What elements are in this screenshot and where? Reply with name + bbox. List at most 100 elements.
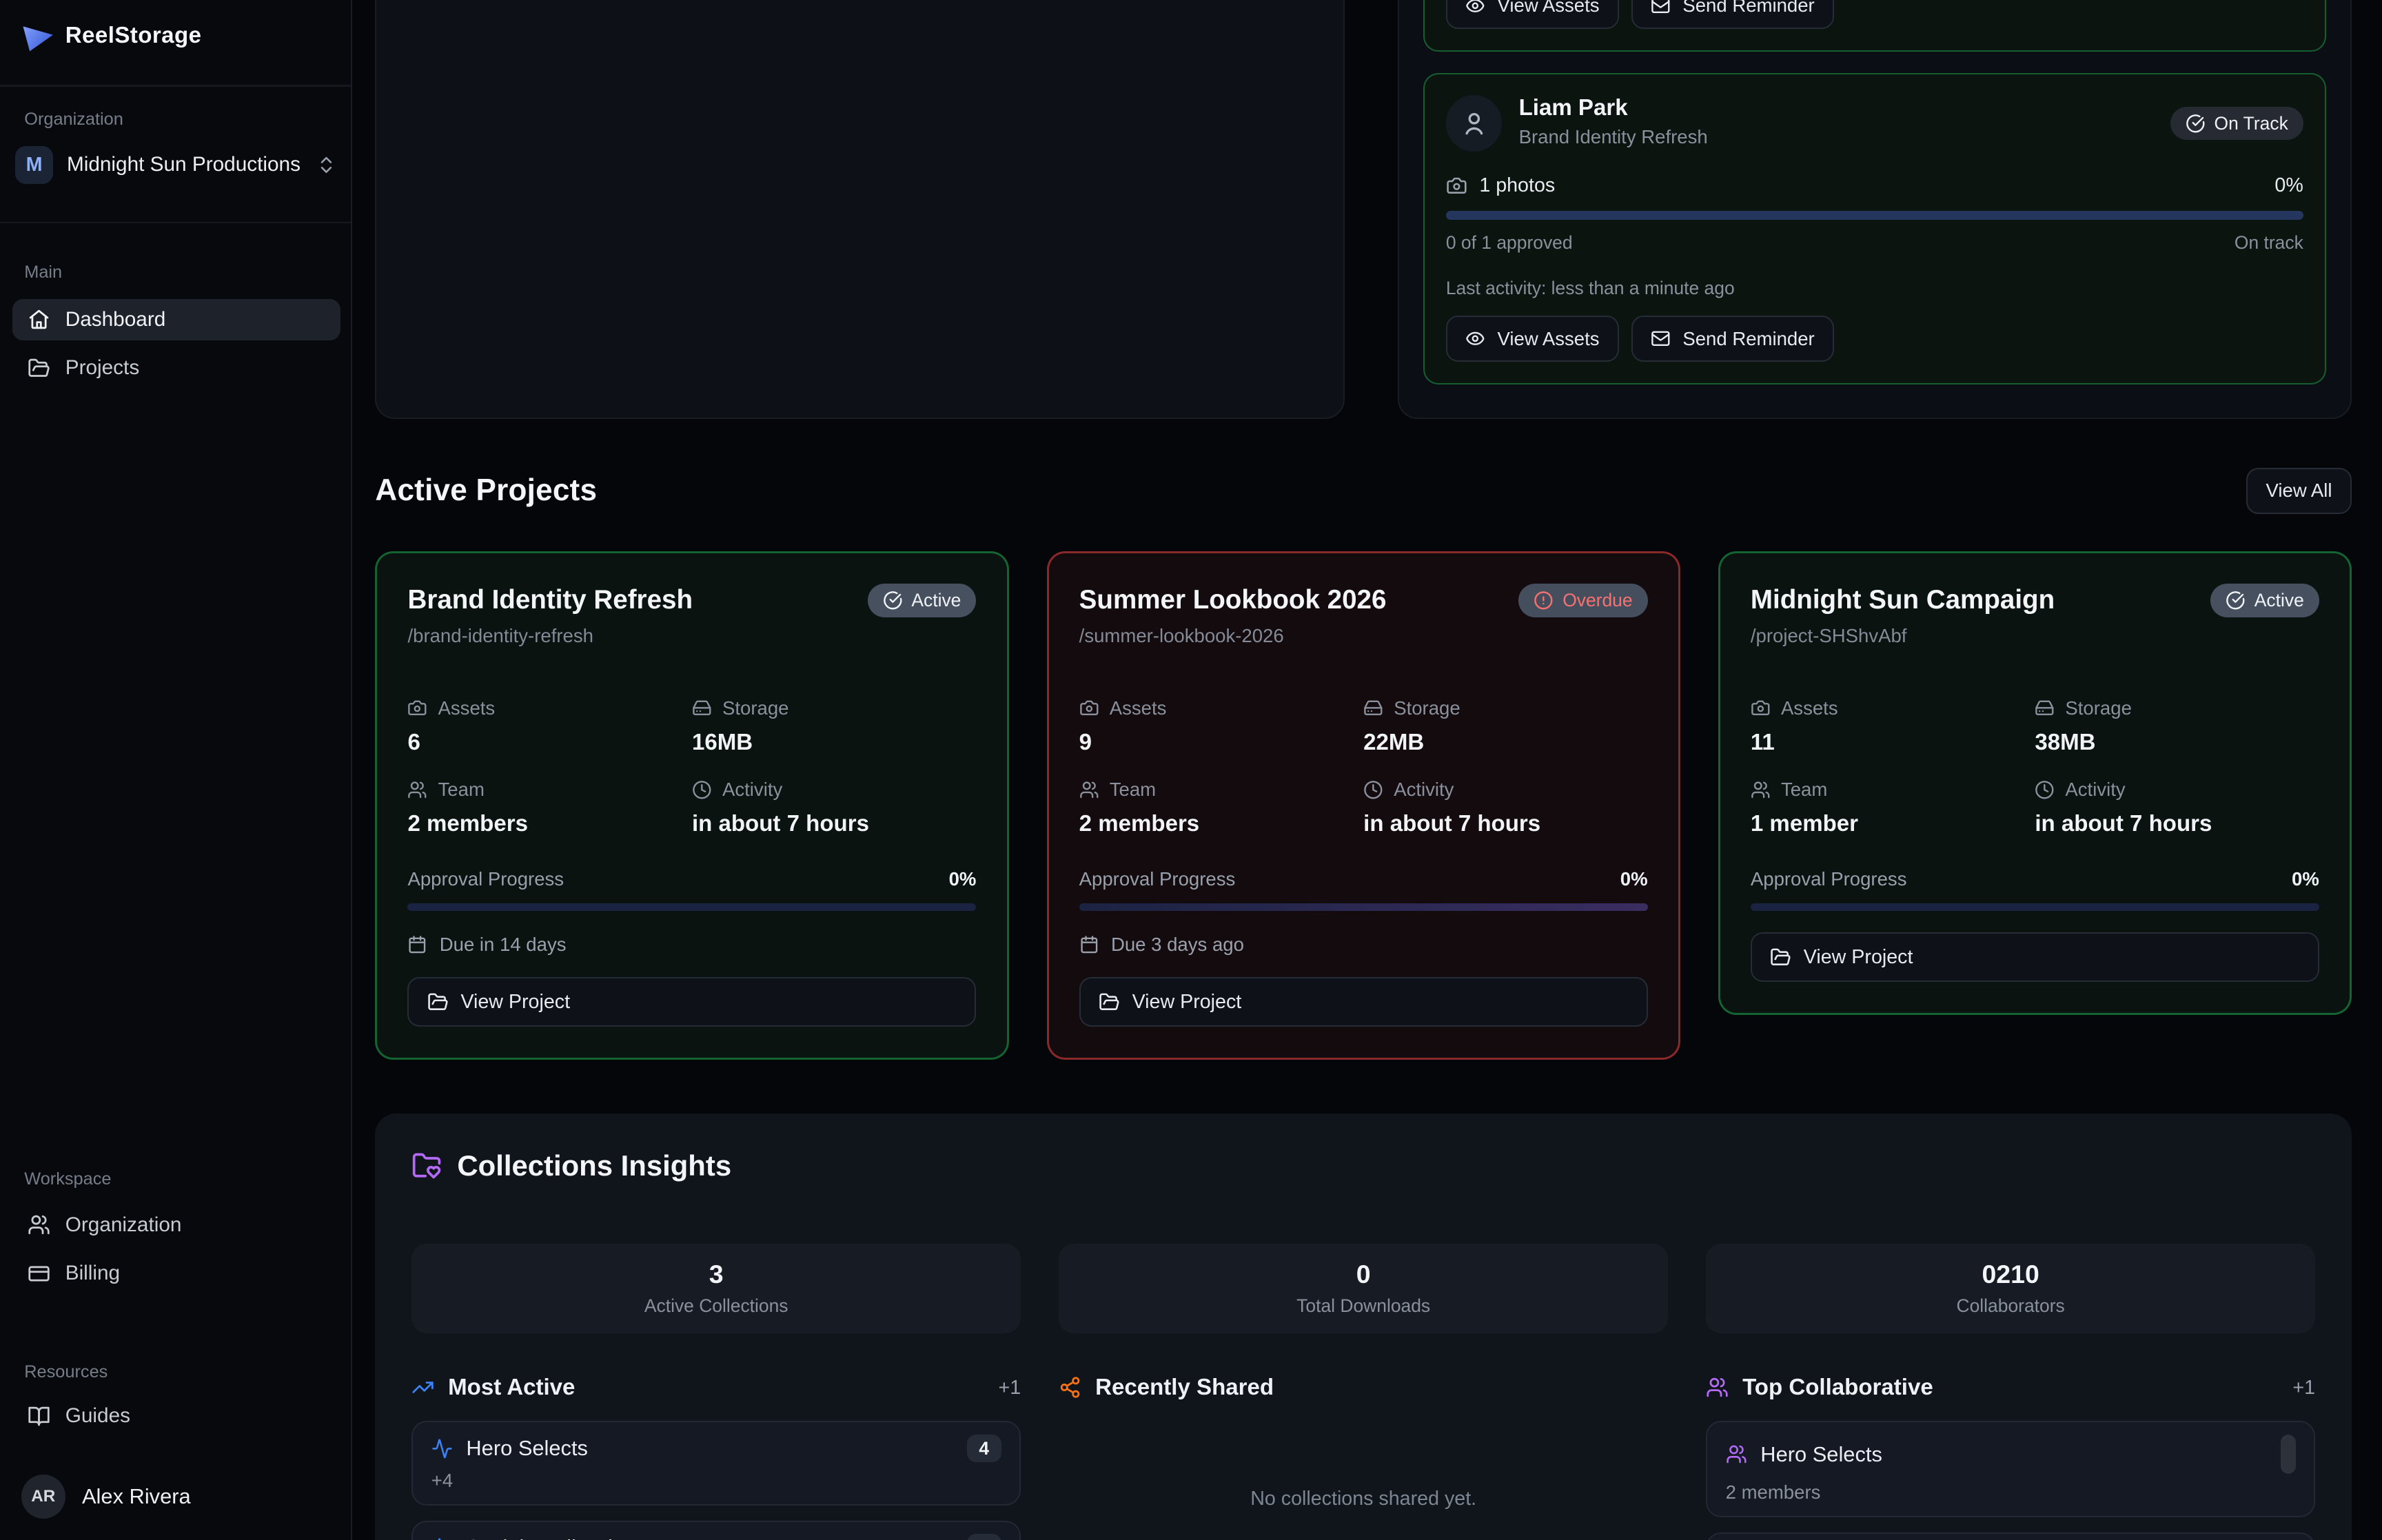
button-label: Send Reminder bbox=[1682, 327, 1815, 349]
user-name: Alex Rivera bbox=[81, 1484, 191, 1509]
user-menu[interactable]: AR Alex Rivera bbox=[21, 1475, 191, 1519]
activity-value: in about 7 hours bbox=[1363, 811, 1541, 837]
collection-sub: 2 members bbox=[1725, 1481, 1821, 1503]
approval-progress-label: Approval Progress bbox=[1750, 867, 1907, 890]
assets-value: 11 bbox=[1750, 729, 1775, 755]
stat-label: Assets bbox=[1109, 697, 1167, 719]
activity-value: in about 7 hours bbox=[691, 811, 869, 837]
button-label: View All bbox=[2266, 480, 2332, 502]
sidebar-item-organization[interactable]: Organization bbox=[12, 1204, 340, 1246]
view-all-button[interactable]: View All bbox=[2246, 467, 2352, 514]
clock-icon bbox=[692, 780, 712, 800]
eye-icon bbox=[1465, 0, 1485, 16]
list-extra-count: +1 bbox=[998, 1376, 1021, 1399]
view-assets-button[interactable]: View Assets bbox=[1445, 316, 1619, 362]
list-item[interactable]: Social Media Kit 3 bbox=[411, 1520, 1021, 1540]
org-switcher[interactable]: M Midnight Sun Productions bbox=[15, 143, 337, 187]
status-badge: On Track bbox=[2170, 106, 2303, 141]
count-badge: 4 bbox=[966, 1435, 1001, 1462]
main-section-label: Main bbox=[24, 263, 63, 283]
stat-label: Assets bbox=[1780, 697, 1838, 719]
project-card-brand-identity-refresh: Brand Identity Refresh Active /brand-ide… bbox=[375, 551, 1009, 1060]
stat-collaborators: 0210 Collaborators bbox=[1706, 1243, 2316, 1333]
collection-sub: +4 bbox=[431, 1469, 454, 1491]
team-value: 1 member bbox=[1750, 811, 1859, 837]
camera-icon bbox=[1079, 698, 1099, 718]
storage-value: 16MB bbox=[691, 729, 753, 755]
users-icon bbox=[1079, 780, 1099, 800]
users-icon bbox=[407, 780, 427, 800]
approval-percent: 0% bbox=[1620, 867, 1648, 890]
avatar bbox=[1445, 95, 1503, 152]
brand-name: ReelStorage bbox=[65, 22, 202, 48]
org-name: Midnight Sun Productions bbox=[66, 153, 301, 176]
button-label: View Project bbox=[1803, 945, 1913, 968]
collections-insights-panel: Collections Insights 3 Active Collection… bbox=[375, 1113, 2352, 1540]
top-left-panel bbox=[375, 0, 1345, 420]
divider bbox=[0, 221, 352, 223]
approval-percent: 0% bbox=[2292, 867, 2319, 890]
list-title: Most Active bbox=[448, 1375, 576, 1400]
list-extra-count: +1 bbox=[2292, 1376, 2316, 1399]
folder-heart-icon bbox=[411, 1151, 442, 1181]
status-badge: Active bbox=[2210, 584, 2319, 617]
stat-label: Storage bbox=[2065, 697, 2132, 719]
workspace-section-label: Workspace bbox=[24, 1169, 112, 1189]
sidebar-item-projects[interactable]: Projects bbox=[12, 348, 340, 389]
stat-label: Storage bbox=[722, 697, 789, 719]
user-icon bbox=[1460, 110, 1488, 137]
collection-name: Hero Selects bbox=[1760, 1441, 1882, 1466]
trending-up-icon bbox=[411, 1376, 434, 1399]
view-project-button[interactable]: View Project bbox=[1750, 932, 2319, 983]
team-value: 2 members bbox=[407, 811, 528, 837]
stat-label: Activity bbox=[722, 779, 783, 800]
folder-open-icon bbox=[427, 992, 449, 1013]
project-title: Brand Identity Refresh bbox=[407, 585, 693, 615]
hard-drive-icon bbox=[1363, 698, 1383, 718]
project-title: Midnight Sun Campaign bbox=[1750, 585, 2055, 615]
sidebar-item-guides[interactable]: Guides bbox=[12, 1396, 340, 1437]
alert-circle-icon bbox=[1534, 591, 1554, 610]
activity-value: in about 7 hours bbox=[2035, 811, 2212, 837]
view-project-button[interactable]: View Project bbox=[1079, 977, 1648, 1027]
hard-drive-icon bbox=[692, 698, 712, 718]
view-assets-button[interactable]: View Assets bbox=[1445, 0, 1619, 29]
users-icon bbox=[1706, 1376, 1729, 1399]
list-item[interactable]: Client Presentation bbox=[1706, 1532, 2316, 1540]
sidebar-item-dashboard[interactable]: Dashboard bbox=[12, 299, 340, 340]
send-reminder-button[interactable]: Send Reminder bbox=[1631, 316, 1835, 362]
project-card-midnight-sun-campaign: Midnight Sun Campaign Active /project-SH… bbox=[1718, 551, 2352, 1015]
approval-progress-label: Approval Progress bbox=[1079, 867, 1236, 890]
play-logo-icon bbox=[23, 20, 54, 52]
send-reminder-button[interactable]: Send Reminder bbox=[1631, 0, 1835, 29]
reviewer-name: Liam Park bbox=[1518, 95, 1628, 121]
stat-label: Activity bbox=[1394, 779, 1454, 800]
home-icon bbox=[28, 308, 50, 331]
storage-value: 38MB bbox=[2035, 729, 2096, 755]
sidebar-item-billing[interactable]: Billing bbox=[12, 1253, 340, 1294]
stat-label: Total Downloads bbox=[1296, 1295, 1431, 1317]
sidebar-item-label: Dashboard bbox=[65, 307, 166, 331]
view-project-button[interactable]: View Project bbox=[407, 977, 977, 1027]
approval-card-partial: View Assets Send Reminder bbox=[1423, 0, 2326, 52]
list-item[interactable]: Hero Selects 4 +4 bbox=[411, 1421, 1021, 1506]
collections-title: Collections Insights bbox=[457, 1149, 732, 1182]
sidebar: ReelStorage Organization M Midnight Sun … bbox=[0, 0, 353, 1540]
due-date: Due 3 days ago bbox=[1110, 934, 1244, 956]
org-avatar: M bbox=[15, 145, 54, 184]
stat-label: Activity bbox=[2065, 779, 2126, 800]
approved-count: 0 of 1 approved bbox=[1445, 232, 1573, 253]
progress-percent: 0% bbox=[2274, 174, 2303, 196]
assets-value: 6 bbox=[407, 729, 420, 755]
list-item[interactable]: Hero Selects 2 members bbox=[1706, 1421, 2316, 1518]
top-collaborative-column: Top Collaborative +1 Hero Selects 2 memb… bbox=[1706, 1373, 2316, 1540]
project-slug: /brand-identity-refresh bbox=[407, 624, 593, 646]
mail-icon bbox=[1651, 0, 1671, 16]
button-label: Send Reminder bbox=[1682, 0, 1815, 17]
collection-name: Hero Selects bbox=[466, 1436, 588, 1461]
project-card-summer-lookbook: Summer Lookbook 2026 Overdue /summer-loo… bbox=[1046, 551, 1680, 1060]
check-circle-icon bbox=[2186, 114, 2206, 134]
stat-active-collections: 3 Active Collections bbox=[411, 1243, 1021, 1333]
assets-value: 9 bbox=[1079, 729, 1092, 755]
resources-section-label: Resources bbox=[24, 1362, 108, 1382]
